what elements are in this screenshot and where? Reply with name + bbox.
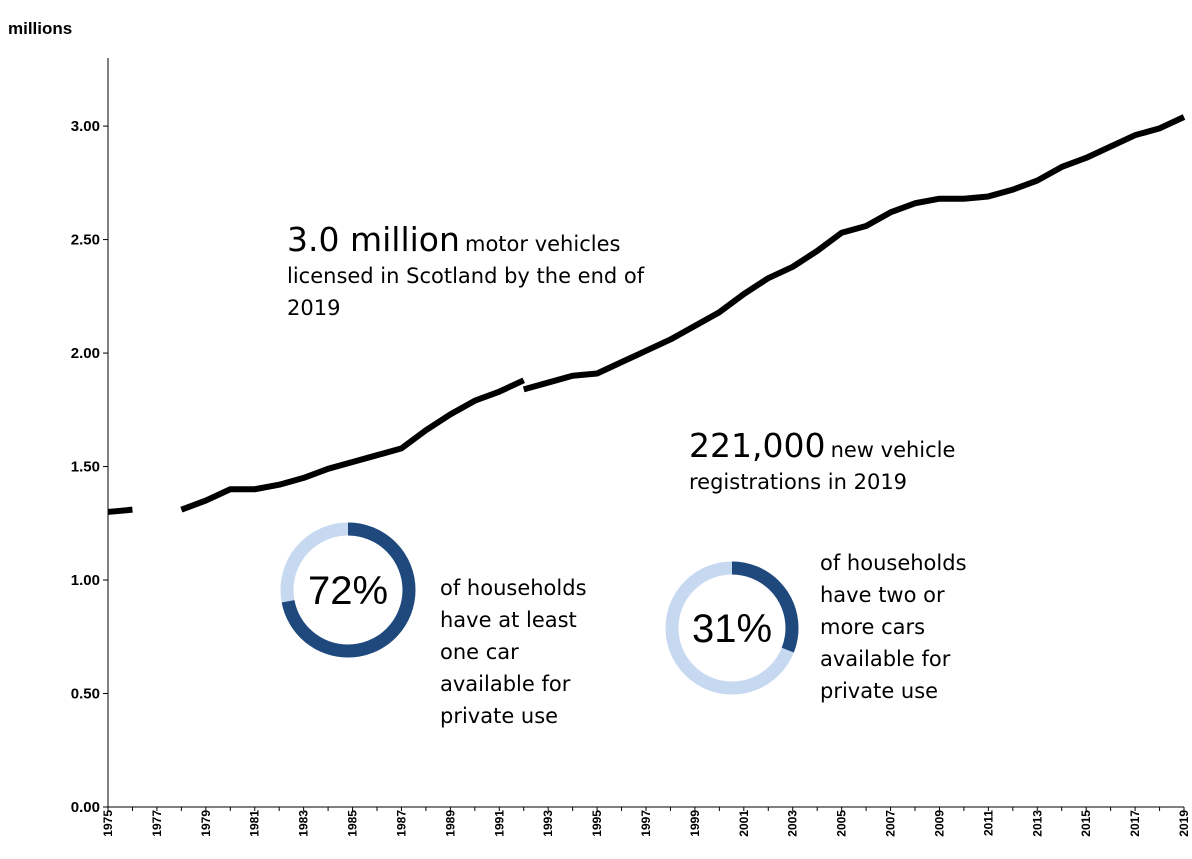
x-tick-label: 2015 [1079,810,1093,837]
x-tick-label: 2019 [1177,810,1191,837]
annotation-vehicles-small: motor vehicles licensed in Scotland by t… [287,232,645,320]
y-tick-label: 1.50 [71,459,100,476]
x-tick-label: 1999 [688,810,702,837]
x-tick-label: 2011 [981,810,995,836]
series-line-segment [522,114,1186,393]
x-tick-label: 1991 [492,810,506,837]
x-tick-label: 2001 [737,810,751,837]
donut-percent-label: 31% [692,607,772,651]
annotation-registrations-big: 221,000 [689,426,826,465]
annotation-registrations-small: new vehicle registrations in 2019 [689,438,956,494]
donut-fill [665,561,799,695]
x-tick-label: 1993 [541,810,555,837]
x-tick-label: 1983 [297,810,311,837]
x-tick-label: 1987 [394,810,408,837]
series-line-segment [107,506,133,515]
donut-caption-two-cars: of households have two or more cars avai… [820,551,967,703]
x-tick-label: 2007 [884,810,898,837]
y-axis: 0.00 0.50 1.00 1.50 2.00 2.50 3.00 [71,58,109,816]
x-tick-label: 1981 [248,810,262,837]
annotation-new-registrations: 221,000 new vehicle registrations in 201… [689,426,989,498]
donut-chart-households-two-cars: 31% [665,561,799,695]
x-tick-label: 2005 [835,810,849,837]
x-axis: 1975 1977 1979 1981 1983 1985 1987 1989 1991 1993… [101,806,1191,837]
x-tick-label: 2013 [1030,810,1044,837]
x-tick-label: 1989 [443,810,457,837]
x-tick-label: 1977 [150,810,164,837]
series-line [107,114,1186,515]
y-tick-label: 3.00 [71,118,100,135]
donut-fill [280,522,416,658]
y-tick-label: 0.50 [71,686,100,703]
y-tick-label: 0.00 [71,799,100,816]
annotation-vehicles-licensed: 3.0 million motor vehicles licensed in S… [287,220,687,324]
x-tick-label: 1997 [639,810,653,837]
x-tick-label: 1985 [346,810,360,837]
donut-percent-label: 72% [308,569,388,613]
x-tick-label: 2009 [932,810,946,837]
y-tick-label: 2.50 [71,232,100,249]
series-line-segment [180,377,525,513]
donut-chart-households-one-car: 72% [280,522,416,658]
x-tick-label: 2017 [1128,810,1142,837]
annotation-vehicles-big: 3.0 million [287,220,460,259]
x-tick-label: 1995 [590,810,604,837]
y-tick-label: 1.00 [71,572,100,589]
x-tick-label: 2003 [786,810,800,837]
y-unit-label: millions [8,19,72,38]
x-tick-label: 1979 [199,810,213,837]
y-tick-label: 2.00 [71,345,100,362]
donut-caption-one-car: of households have at least one car avai… [440,576,587,728]
x-tick-label: 1975 [101,810,115,837]
